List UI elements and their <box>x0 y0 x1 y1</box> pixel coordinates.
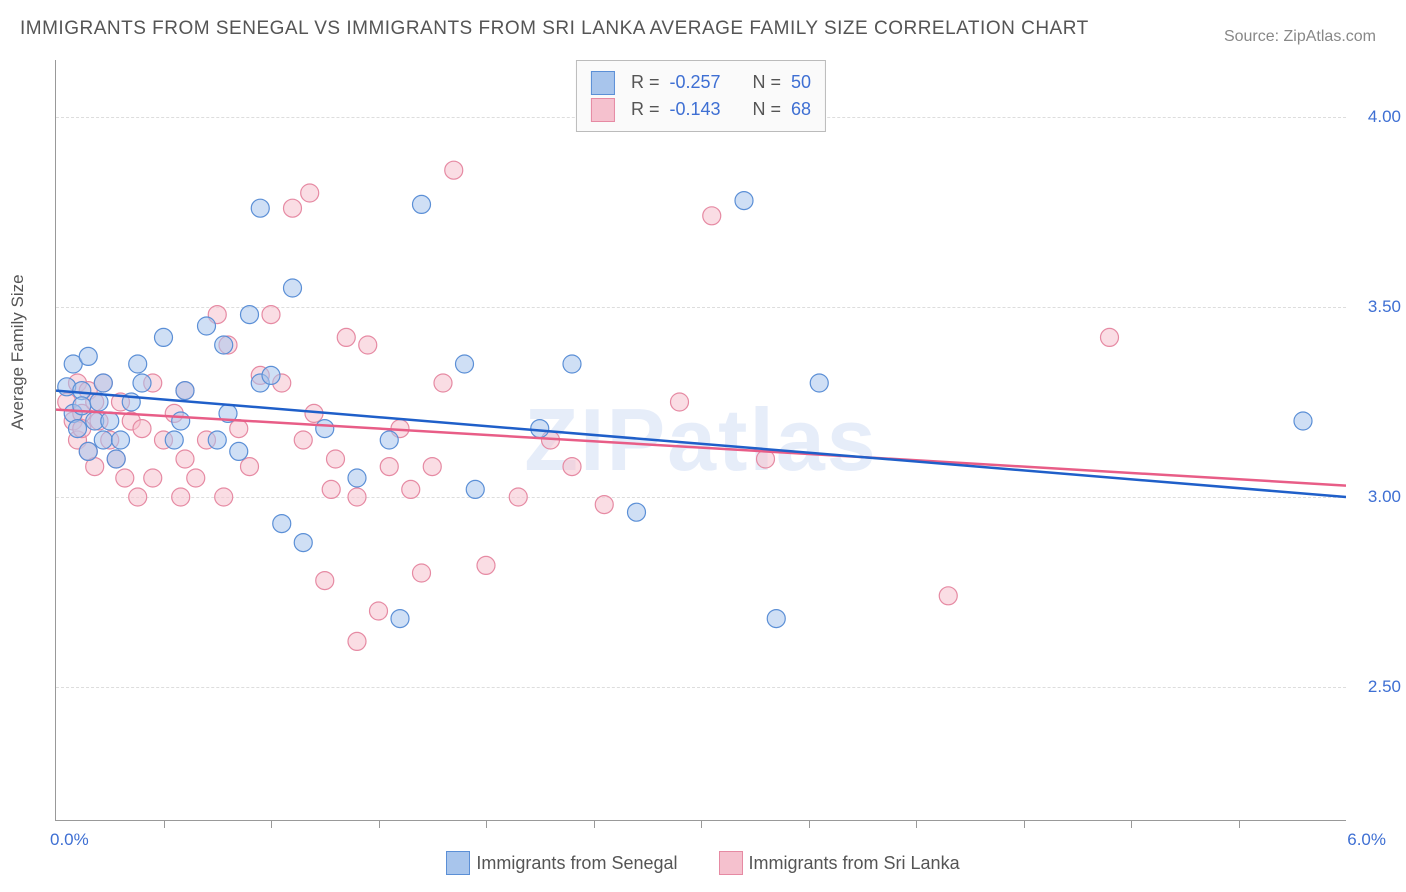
x-tick <box>594 820 595 828</box>
plot-area: ZIPatlas R = -0.257 N = 50 R = -0.143 N … <box>55 60 1346 821</box>
x-tick <box>486 820 487 828</box>
x-tick <box>1131 820 1132 828</box>
stats-row-srilanka: R = -0.143 N = 68 <box>591 96 811 123</box>
swatch-srilanka-bottom <box>719 851 743 875</box>
r-value-srilanka: -0.143 <box>669 96 720 123</box>
legend-label-senegal: Immigrants from Senegal <box>476 853 677 874</box>
x-tick <box>1239 820 1240 828</box>
swatch-senegal-bottom <box>446 851 470 875</box>
chart-svg <box>56 60 1346 820</box>
n-label: N = <box>753 96 782 123</box>
x-tick <box>271 820 272 828</box>
legend-item-srilanka: Immigrants from Sri Lanka <box>719 851 960 875</box>
x-tick <box>379 820 380 828</box>
n-value-srilanka: 68 <box>791 96 811 123</box>
x-tick <box>916 820 917 828</box>
bottom-legend: Immigrants from Senegal Immigrants from … <box>0 851 1406 880</box>
source-attribution: Source: ZipAtlas.com <box>1224 28 1376 46</box>
n-value-senegal: 50 <box>791 69 811 96</box>
x-tick <box>809 820 810 828</box>
stats-row-senegal: R = -0.257 N = 50 <box>591 69 811 96</box>
y-axis-label: Average Family Size <box>8 274 28 430</box>
x-tick <box>701 820 702 828</box>
swatch-srilanka <box>591 98 615 122</box>
r-label: R = <box>631 69 660 96</box>
legend-label-srilanka: Immigrants from Sri Lanka <box>749 853 960 874</box>
x-axis-min-label: 0.0% <box>50 830 89 850</box>
swatch-senegal <box>591 71 615 95</box>
y-tick-label: 4.00 <box>1368 107 1401 127</box>
y-tick-label: 3.00 <box>1368 487 1401 507</box>
y-tick-label: 2.50 <box>1368 677 1401 697</box>
legend-item-senegal: Immigrants from Senegal <box>446 851 677 875</box>
x-axis-max-label: 6.0% <box>1347 830 1386 850</box>
r-value-senegal: -0.257 <box>669 69 720 96</box>
r-label: R = <box>631 96 660 123</box>
x-tick <box>164 820 165 828</box>
y-tick-label: 3.50 <box>1368 297 1401 317</box>
x-tick <box>1024 820 1025 828</box>
stats-legend-box: R = -0.257 N = 50 R = -0.143 N = 68 <box>576 60 826 132</box>
n-label: N = <box>753 69 782 96</box>
chart-title: IMMIGRANTS FROM SENEGAL VS IMMIGRANTS FR… <box>20 18 1089 40</box>
